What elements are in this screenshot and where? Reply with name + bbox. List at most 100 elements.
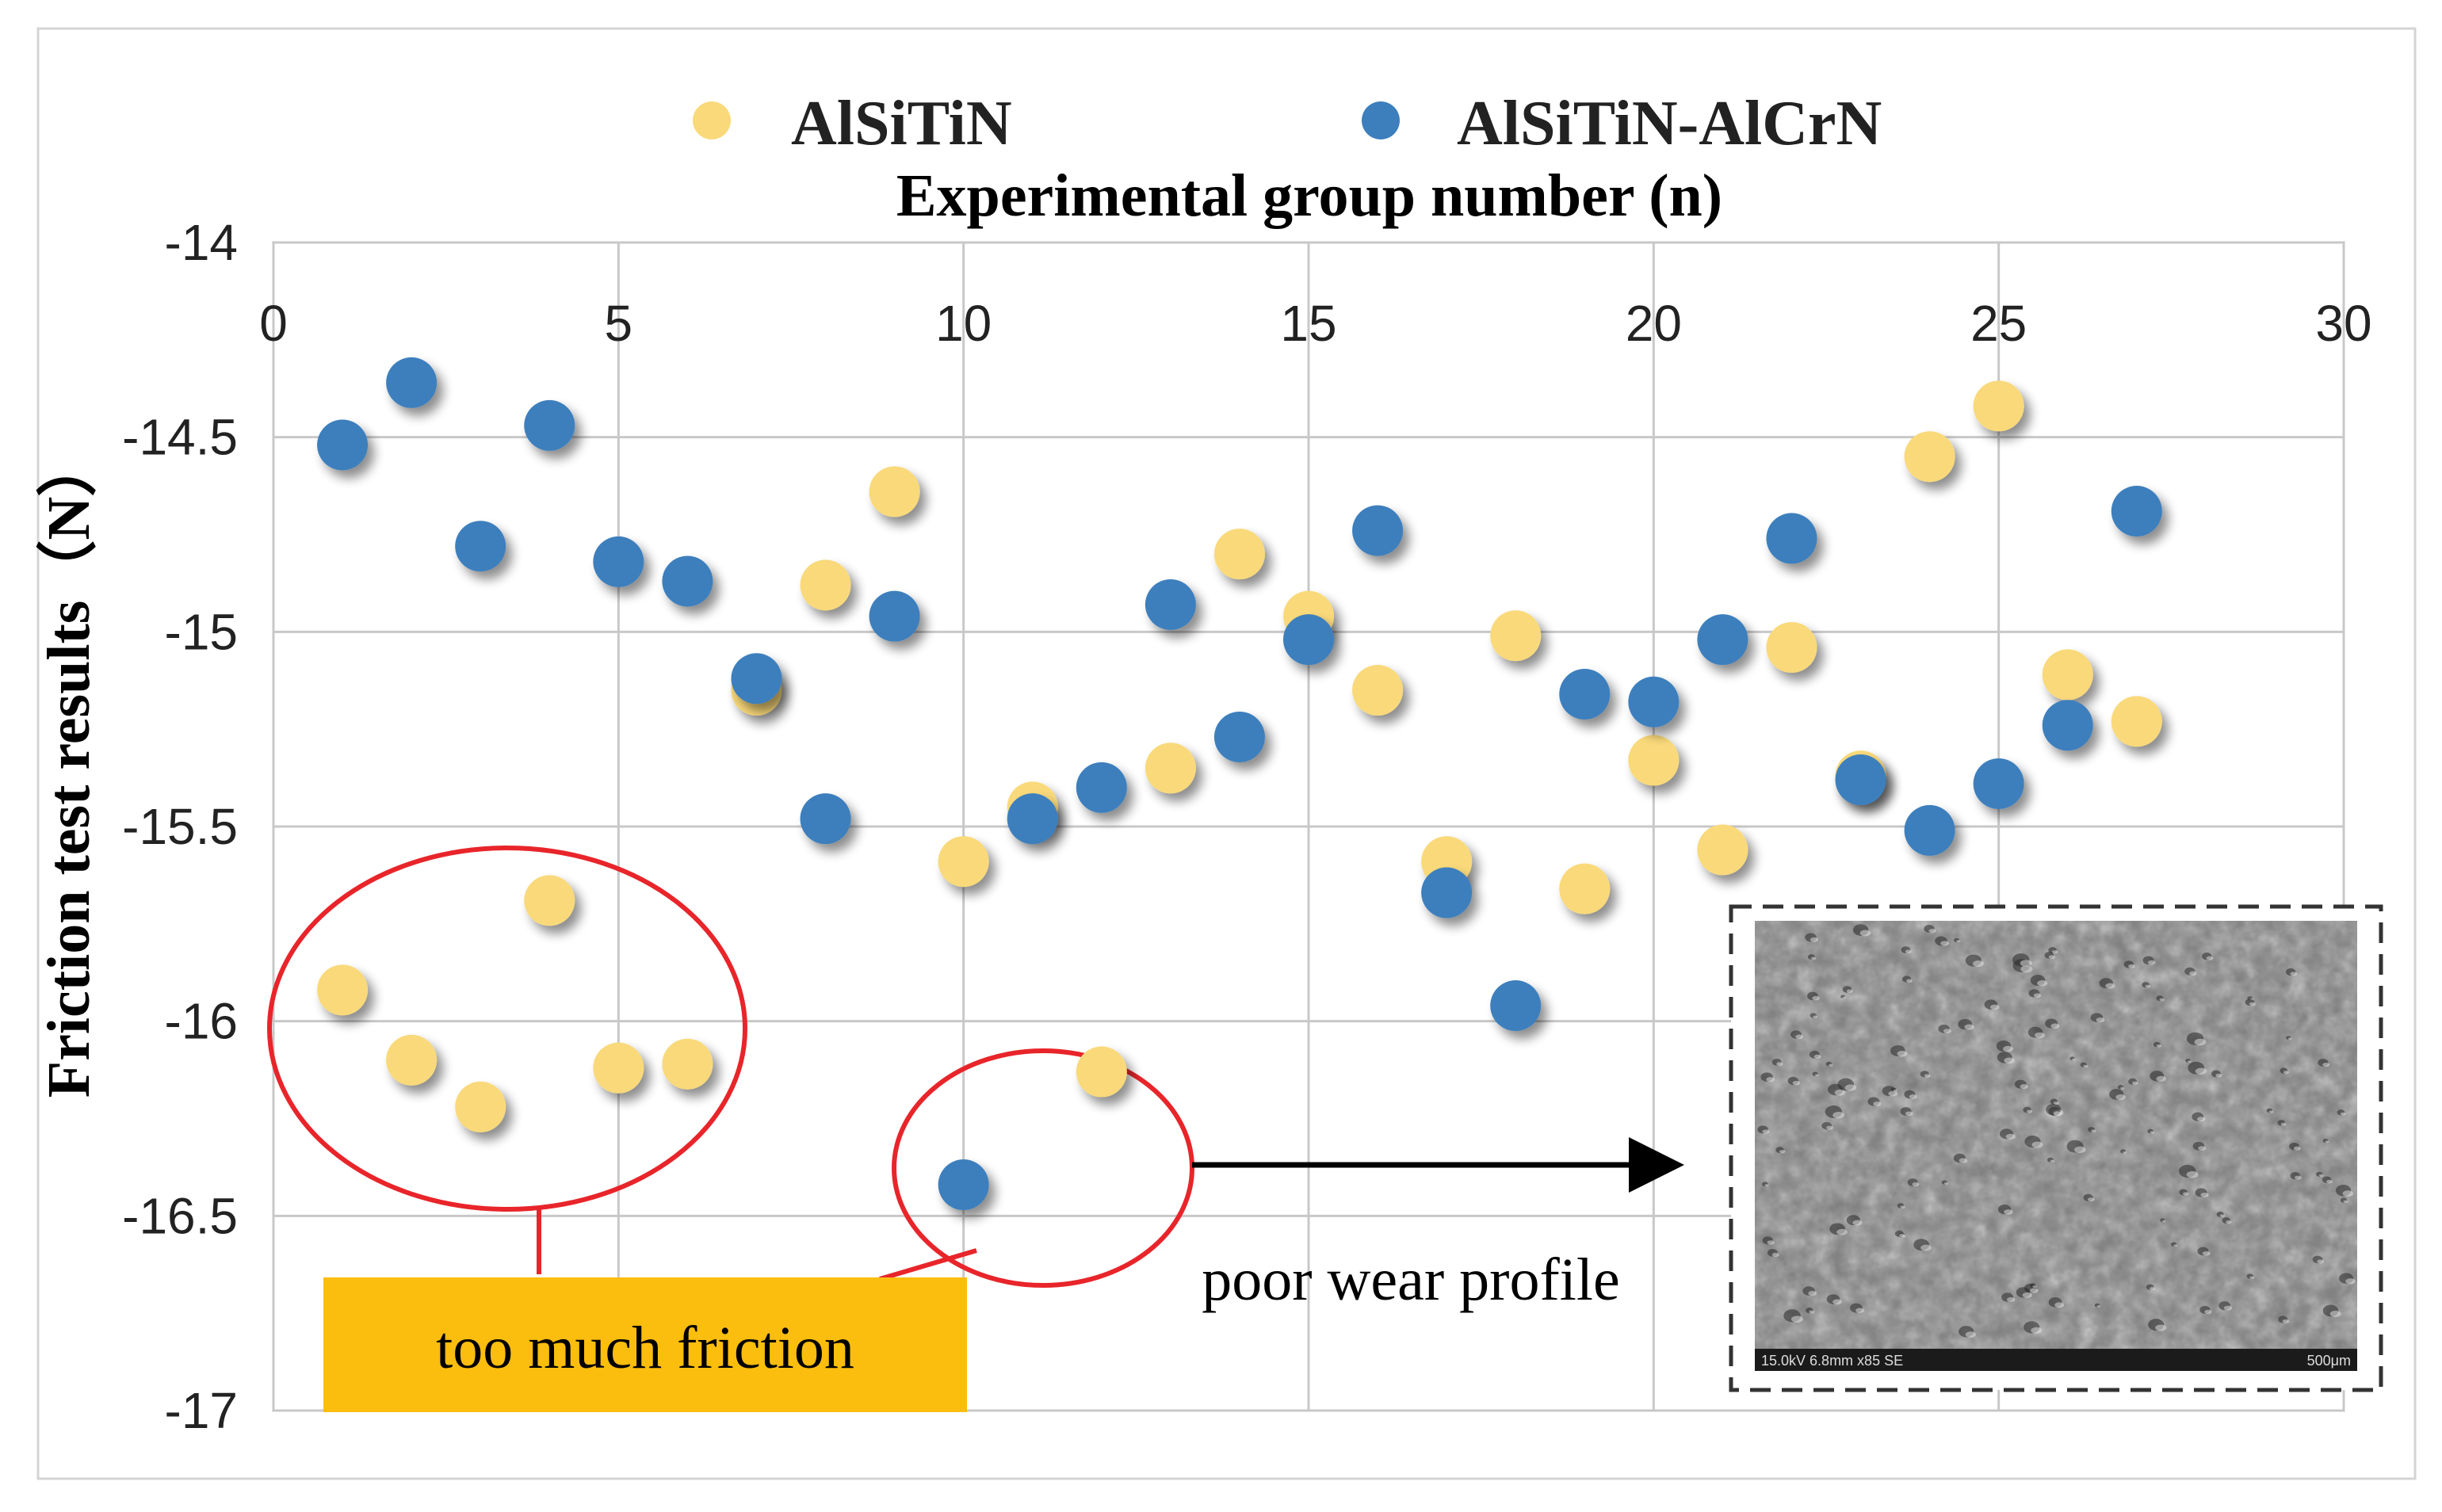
point-alsitin [1076,1046,1127,1098]
point-alsitin-alcrn [1904,804,1955,856]
wear-pit-highlight [2290,972,2298,976]
wear-pit-highlight [1965,1331,1977,1338]
micrograph-pits [1757,924,2356,1338]
point-alsitin-alcrn [1490,980,1542,1032]
wear-pit-highlight [2031,1141,2043,1148]
wear-pit-highlight [2048,955,2055,960]
wear-pit-highlight [1928,929,1936,934]
wear-pit-highlight [1956,940,1961,943]
wear-pit-highlight [1909,1094,1917,1099]
wear-pit-highlight [2280,1122,2287,1126]
point-alsitin-alcrn [386,357,438,408]
wear-pit-highlight [2219,1214,2226,1218]
point-alsitin-alcrn [1283,614,1334,666]
point-alsitin [1904,431,1955,483]
wear-pit-highlight [2037,980,2048,987]
point-alsitin-alcrn [800,793,851,845]
wear-pit-highlight [1766,1077,1775,1082]
point-alsitin [1766,621,1817,673]
wear-pit-highlight [2072,1058,2076,1061]
poor-wear-profile-label: poor wear profile [1202,1247,1620,1313]
x-tick-label: 10 [935,295,992,352]
y-tick-labels: -14 -14.5 -15 -15.5 -16 -16.5 -17 [122,214,238,1439]
wear-pit-highlight [2345,1278,2356,1285]
wear-pit-highlight [2128,964,2135,968]
micrograph-caption-left: 15.0kV 6.8mm x85 SE [1761,1353,1903,1369]
wear-pit-highlight [2183,1192,2189,1196]
wear-pit-highlight [1893,1089,1897,1092]
wear-pit-highlight [1859,930,1871,937]
wear-pit-highlight [2186,1170,2199,1178]
wear-pit-highlight [1852,1220,1863,1226]
point-alsitin [2111,696,2162,747]
wear-pit-highlight [2155,1324,2167,1331]
x-tick-label: 5 [605,295,633,352]
wear-pit-highlight [2202,1250,2211,1256]
wear-pit-highlight [1810,956,1817,960]
wear-pit-highlight [2050,1159,2055,1163]
wear-pit-highlight [2027,1109,2033,1113]
wear-pit-highlight [2156,1044,2161,1048]
point-alsitin [800,559,851,611]
y-tick-label: -15 [165,603,239,660]
wear-pit-highlight [2020,965,2033,973]
wear-pit-highlight [2006,1296,2016,1302]
point-alsitin [1697,824,1748,876]
point-alsitin [455,1081,506,1132]
wear-pit-highlight [2249,1276,2255,1279]
point-alsitin-alcrn [2042,700,2093,751]
y-tick-label: -16 [165,993,239,1050]
wear-pit-highlight [2050,1023,2060,1029]
wear-pit-highlight [1790,1315,1804,1323]
wear-pit-highlight [2268,1110,2274,1113]
wear-pit-highlight [1779,1150,1786,1154]
legend-marker-alsitin [693,101,731,139]
wear-pit-highlight [2287,1037,2292,1040]
too-much-friction-ellipse-left [267,846,747,1212]
wear-pit-highlight [2223,1305,2233,1311]
legend-marker-alsitin-alcrn [1362,101,1400,139]
wear-pit-highlight [1990,1004,2000,1010]
wear-pit-highlight [1810,937,1819,942]
y-tick-label: -16.5 [122,1187,238,1244]
point-alsitin-alcrn [731,653,782,704]
wear-pit-highlight [2020,1084,2028,1089]
point-alsitin-alcrn [938,1159,989,1211]
point-alsitin-alcrn [455,521,506,572]
wear-pit-highlight [1764,1184,1769,1187]
wear-pit-highlight [2091,1129,2096,1132]
wear-pit-highlight [2088,1197,2095,1202]
wear-pit-highlight [2120,1086,2125,1090]
wear-pit-highlight [2159,998,2165,1002]
wear-pit-highlight [2083,1064,2089,1068]
wear-pit-highlight [1812,995,1820,1001]
wear-pit-highlight [2052,950,2058,954]
wear-pit-highlight [2295,1175,2302,1180]
wear-pit-highlight [1959,1158,1968,1163]
wear-pit-highlight [2293,1146,2301,1151]
wear-pit-highlight [2195,1067,2207,1075]
wear-pit-highlight [2162,1220,2166,1223]
legend: AlSiTiN AlSiTiN-AlCrN [693,89,1882,158]
wear-pit-highlight [2249,1002,2256,1006]
wear-pit-highlight [2123,1151,2127,1154]
point-alsitin [662,1038,713,1090]
wear-pit-highlight [1842,996,1847,998]
y-tick-label: -14.5 [122,409,238,466]
wear-pit-highlight [2197,1117,2206,1122]
wear-pit-highlight [2031,1327,2043,1334]
wear-pit-highlight [2343,1200,2348,1203]
point-alsitin [1213,529,1265,580]
point-alsitin [1628,735,1680,786]
wear-pit-highlight [2189,971,2197,976]
wear-pit-highlight [2340,1112,2346,1116]
wear-pit-highlight [2198,1146,2207,1151]
wear-pit-highlight [1771,1252,1779,1257]
wear-pit-highlight [2004,1209,2013,1215]
point-alsitin [1559,863,1611,914]
annotations: too much friction poor wear profile [267,846,1684,1412]
wear-pit-highlight [1814,1074,1819,1077]
point-alsitin-alcrn [1352,505,1404,556]
point-alsitin-alcrn [1766,513,1817,564]
